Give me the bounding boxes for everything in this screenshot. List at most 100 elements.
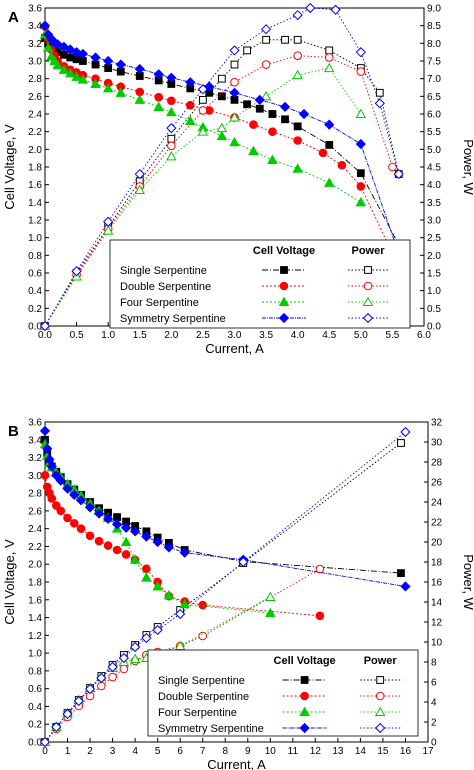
power-point [108, 672, 117, 682]
legend-power-marker [376, 676, 385, 684]
x-tick-label: 3 [110, 746, 116, 757]
voltage-point [185, 100, 195, 110]
y-tick-label: 1.4 [28, 198, 42, 209]
x-tick-label: 0.5 [70, 330, 84, 341]
legend-entry-label: Double Serpentine [120, 281, 211, 293]
legend-power-marker [362, 312, 374, 324]
y-tick-label: 1.0 [28, 649, 42, 660]
y-axis-label: Cell Voltage, V [2, 539, 17, 625]
voltage-point [42, 42, 54, 52]
power-line [44, 7, 400, 327]
y2-tick-label: 0.0 [427, 322, 441, 333]
power-point [375, 88, 384, 97]
power-point [397, 439, 405, 447]
voltage-point [46, 461, 57, 472]
legend-entry-label: Four Serpentine [120, 297, 199, 309]
y2-tick-label: 2.5 [427, 233, 441, 244]
legend-header-power: Power [364, 655, 398, 667]
voltage-point [102, 513, 114, 524]
legend-power-marker [363, 281, 373, 291]
voltage-point [71, 71, 82, 81]
power-point [281, 35, 289, 44]
y2-tick-label: 7.5 [427, 57, 441, 68]
voltage-point [69, 519, 79, 528]
y-tick-label: 2.6 [28, 92, 42, 103]
power-point [73, 695, 84, 707]
power-point [325, 46, 334, 55]
x-tick-label: 15 [377, 746, 389, 757]
legend-voltage-marker [278, 312, 290, 324]
power-point [216, 122, 228, 133]
y-tick-label: 3.4 [28, 21, 42, 32]
legend-power-marker [375, 691, 385, 701]
voltage-point [255, 104, 264, 113]
voltage-point [153, 101, 164, 111]
y-tick-label: 3.2 [28, 453, 42, 464]
power-point [388, 162, 397, 172]
power-point [260, 90, 272, 101]
voltage-point [281, 115, 289, 124]
x-tick-label: 2 [87, 746, 93, 757]
y-tick-label: 0.2 [28, 304, 42, 315]
y2-tick-label: 26 [431, 478, 443, 489]
power-point [356, 67, 366, 76]
voltage-point [153, 69, 164, 80]
y2-tick-label: 22 [431, 518, 443, 529]
power-point [97, 681, 106, 691]
voltage-point [217, 92, 226, 101]
legend-power-marker [375, 722, 386, 734]
x-tick-label: 7 [200, 746, 206, 757]
x-tick-label: 5.5 [385, 330, 399, 341]
x-tick-label: 6 [177, 746, 183, 757]
x-tick-label: 4 [132, 746, 138, 757]
voltage-point [167, 96, 176, 106]
legend-header-voltage: Cell Voltage [274, 655, 336, 667]
power-point [197, 84, 209, 95]
series-symmetry-serpentine [39, 2, 404, 332]
y2-tick-label: 30 [431, 438, 443, 449]
legend-power-marker [364, 266, 372, 274]
voltage-point [42, 443, 53, 454]
voltage-point [120, 522, 132, 533]
power-point [260, 24, 272, 35]
legend-entry-label: Single Serpentine [120, 265, 207, 277]
voltage-point [63, 513, 72, 523]
x-tick-label: 3.5 [259, 330, 273, 341]
voltage-point [51, 501, 61, 510]
power-point [265, 591, 276, 602]
voltage-point [293, 122, 302, 131]
voltage-point [90, 78, 101, 88]
x-tick-label: 4.5 [322, 330, 336, 341]
voltage-point [77, 74, 89, 84]
power-point [51, 721, 62, 733]
legend-voltage-marker [300, 676, 309, 684]
voltage-point [94, 536, 104, 546]
voltage-point [185, 77, 196, 88]
voltage-point [142, 564, 151, 573]
y-tick-label: 0.0 [28, 322, 42, 333]
y-axis-label: Cell Voltage, V [2, 124, 17, 210]
y-tick-label: 2.4 [28, 524, 42, 535]
power-point [134, 168, 145, 180]
y2-tick-label: 2.0 [427, 251, 441, 262]
voltage-point [268, 110, 277, 118]
voltage-line [44, 37, 400, 245]
power-point [199, 95, 207, 104]
panel-b: B0 1 2 3 4 5 6 7 8 9 10 11 12 13 14 15 16 170.00.20.40.60… [2, 418, 474, 770]
y-tick-label: 2.2 [28, 127, 42, 138]
y2-axis-label: Power, W [461, 554, 474, 610]
power-point [293, 35, 302, 44]
y2-tick-label: 20 [431, 538, 443, 549]
y2-tick-label: 4.5 [427, 163, 441, 174]
voltage-point [75, 495, 87, 506]
y-tick-label: 1.2 [28, 216, 42, 227]
voltage-point [163, 542, 175, 553]
voltage-point [93, 508, 105, 519]
y-tick-label: 3.6 [28, 4, 42, 15]
voltage-point [39, 425, 51, 436]
x-tick-label: 6.0 [417, 330, 431, 341]
x-axis-label: Current, A [205, 341, 264, 356]
power-point [324, 53, 334, 62]
y2-tick-label: 10 [431, 638, 443, 649]
voltage-point [58, 64, 70, 74]
